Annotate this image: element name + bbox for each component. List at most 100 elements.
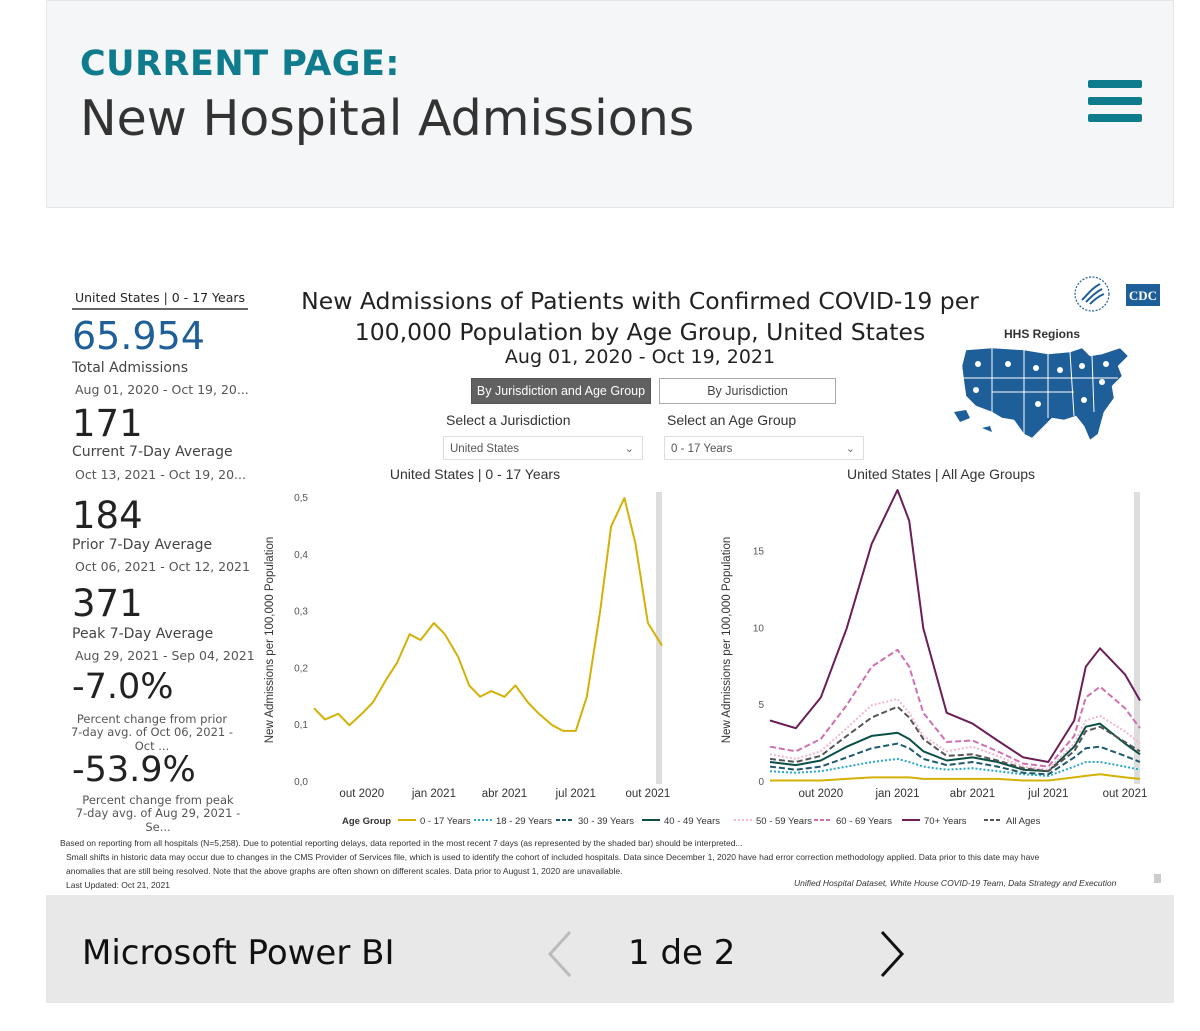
right-y-axis-label: New Admissions per 100,000 Population — [721, 537, 733, 744]
right-chart-x-tick-label: abr 2021 — [950, 788, 995, 800]
right-chart-x-tick-label: jul 2021 — [1027, 788, 1068, 800]
left-chart-y-tick-label: 0,2 — [294, 663, 308, 674]
right-chart-series-line — [769, 705, 1141, 773]
prior-avg-label: Prior 7-Day Average — [72, 537, 213, 553]
pct-peak-caption-line2: 7-day avg. of Aug 29, 2021 - Se... — [75, 806, 241, 834]
footnote-line: Small shifts in historic data may occur … — [66, 852, 1040, 862]
total-admissions-label: Total Admissions — [72, 360, 189, 376]
current-page-label: CURRENT PAGE: — [80, 44, 400, 84]
charts-area: New Admissions per 100,000 Population Ne… — [264, 489, 1148, 827]
hhs-regions-map[interactable] — [952, 342, 1136, 444]
right-chart-x-tick-label: jan 2021 — [874, 788, 919, 800]
select-age-group-label: Select an Age Group — [667, 412, 797, 428]
report-title-line2: 100,000 Population by Age Group, United … — [354, 318, 926, 346]
hhs-regions-title: HHS Regions — [1004, 327, 1081, 341]
page-header — [46, 0, 1174, 208]
us-map-shape — [961, 347, 1129, 441]
legend-entry: 60 - 69 Years — [836, 816, 892, 827]
peak-avg-dates: Aug 29, 2021 - Sep 04, 2021 — [75, 648, 255, 663]
hhs-eagle-logo-icon — [1074, 276, 1110, 312]
right-chart-title: United States | All Age Groups — [846, 466, 1036, 482]
resize-handle-icon — [1154, 874, 1161, 883]
left-chart-recent-shade — [656, 492, 662, 784]
footnote-line: anomalies that are still being resolved.… — [66, 866, 623, 876]
right-chart-y-tick-label: 0 — [758, 777, 764, 788]
pct-peak-value: -53.9% — [72, 750, 196, 790]
left-chart-y-tick-label: 0,3 — [294, 607, 308, 618]
region-borders — [962, 348, 1118, 434]
current-avg-dates: Oct 13, 2021 - Oct 19, 20... — [75, 467, 246, 482]
right-chart-series-line — [769, 489, 1141, 763]
peak-avg-value: 371 — [72, 582, 143, 625]
powerbi-footer — [46, 895, 1174, 1003]
total-admissions-value: 65.954 — [72, 314, 205, 358]
footnotes: Based on reporting from all hospitals (N… — [60, 836, 1140, 892]
left-chart-x-tick-label: jul 2021 — [555, 788, 596, 800]
right-chart-y-tick-label: 5 — [758, 700, 764, 711]
right-chart-plot: 0 5 10 15 out 2020 jan 2021 abr 2021 jul 2021 ou… — [753, 489, 1148, 800]
kpi-panel-title: United States | 0 - 17 Years — [72, 290, 248, 310]
hhs-cdc-logos: CDC — [1074, 276, 1160, 312]
right-chart-series-line — [770, 773, 1141, 782]
left-chart-x-tick-label: abr 2021 — [482, 788, 527, 800]
jurisdiction-select[interactable]: United States ⌄ — [443, 436, 643, 460]
left-chart-x-tick-label: jan 2021 — [411, 788, 456, 800]
footnote-line: Last Updated: Oct 21, 2021 — [66, 880, 170, 890]
right-chart-series-line — [769, 742, 1141, 776]
next-page-chevron-icon[interactable] — [876, 928, 908, 980]
report-date-range: Aug 01, 2020 - Oct 19, 2021 — [504, 346, 776, 368]
legend-entry: 50 - 59 Years — [756, 816, 812, 827]
left-chart-y-tick-label: 0,0 — [294, 777, 308, 788]
right-chart-series-line — [769, 757, 1141, 777]
by-jurisdiction-and-age-button[interactable]: By Jurisdiction and Age Group — [471, 378, 651, 404]
right-chart-series-line — [769, 648, 1141, 768]
legend-entry: 18 - 29 Years — [496, 816, 552, 827]
cdc-logo-text: CDC — [1129, 288, 1157, 303]
left-y-axis-label: New Admissions per 100,000 Population — [264, 537, 276, 744]
age-group-select[interactable]: 0 - 17 Years ⌄ — [664, 436, 864, 460]
report-title-line1: New Admissions of Patients with Confirme… — [301, 287, 979, 315]
right-chart-series-line — [769, 698, 1141, 771]
right-chart-x-tick-label: out 2021 — [1103, 788, 1148, 800]
left-chart-x-tick-label: out 2021 — [626, 788, 671, 800]
cdc-logo-icon — [1126, 284, 1160, 306]
chevron-down-icon: ⌄ — [845, 443, 855, 455]
pct-peak-caption-line1: Percent change from peak — [82, 793, 234, 807]
chart-legend: 0 - 17 Years 18 - 29 Years 30 - 39 Years 40… — [398, 816, 1041, 827]
right-chart-recent-shade — [1134, 492, 1140, 784]
prev-page-chevron-icon[interactable] — [544, 928, 576, 980]
legend-entry: All Ages — [1006, 816, 1041, 827]
right-chart-y-tick-label: 10 — [753, 623, 765, 634]
left-chart-plot: 0,0 0,1 0,2 0,3 0,4 0,5 out 2020 jan 2021 abr 20… — [294, 493, 670, 800]
right-chart-x-tick-label: out 2020 — [798, 788, 843, 800]
page-indicator: 1 de 2 — [628, 933, 736, 973]
total-admissions-dates: Aug 01, 2020 - Oct 19, 20... — [75, 382, 249, 397]
alaska-hawaii-shape — [954, 410, 992, 432]
footnote-line: Based on reporting from all hospitals (N… — [60, 838, 743, 848]
pct-prior-caption-line1: Percent change from prior — [76, 712, 228, 726]
chevron-down-icon: ⌄ — [624, 443, 634, 455]
age-group-select-value: 0 - 17 Years — [671, 443, 733, 455]
legend-entry: 70+ Years — [924, 816, 967, 827]
right-chart-series-line — [769, 722, 1141, 773]
powerbi-brand-link[interactable]: Microsoft Power BI — [82, 933, 395, 973]
left-chart-y-tick-label: 0,4 — [294, 550, 308, 561]
by-jurisdiction-button[interactable]: By Jurisdiction — [659, 378, 836, 404]
prior-avg-value: 184 — [72, 494, 143, 537]
hamburger-menu-icon[interactable] — [1088, 80, 1142, 128]
current-avg-value: 171 — [72, 402, 143, 445]
legend-title: Age Group — [342, 816, 391, 827]
prior-avg-dates: Oct 06, 2021 - Oct 12, 2021 — [75, 559, 250, 574]
region-markers — [973, 361, 1109, 407]
left-chart-x-tick-label: out 2020 — [339, 788, 384, 800]
pct-prior-caption-line2: 7-day avg. of Oct 06, 2021 - Oct ... — [70, 725, 234, 753]
legend-entry: 0 - 17 Years — [420, 816, 471, 827]
left-chart-title: United States | 0 - 17 Years — [389, 466, 561, 482]
page-title: New Hospital Admissions — [80, 90, 695, 147]
legend-entry: 30 - 39 Years — [578, 816, 634, 827]
pct-prior-value: -7.0% — [72, 667, 174, 707]
right-chart-y-tick-label: 15 — [753, 546, 765, 557]
data-source: Unified Hospital Dataset, White House CO… — [794, 878, 1117, 888]
jurisdiction-select-value: United States — [450, 443, 520, 455]
left-chart-series-line — [313, 497, 663, 732]
